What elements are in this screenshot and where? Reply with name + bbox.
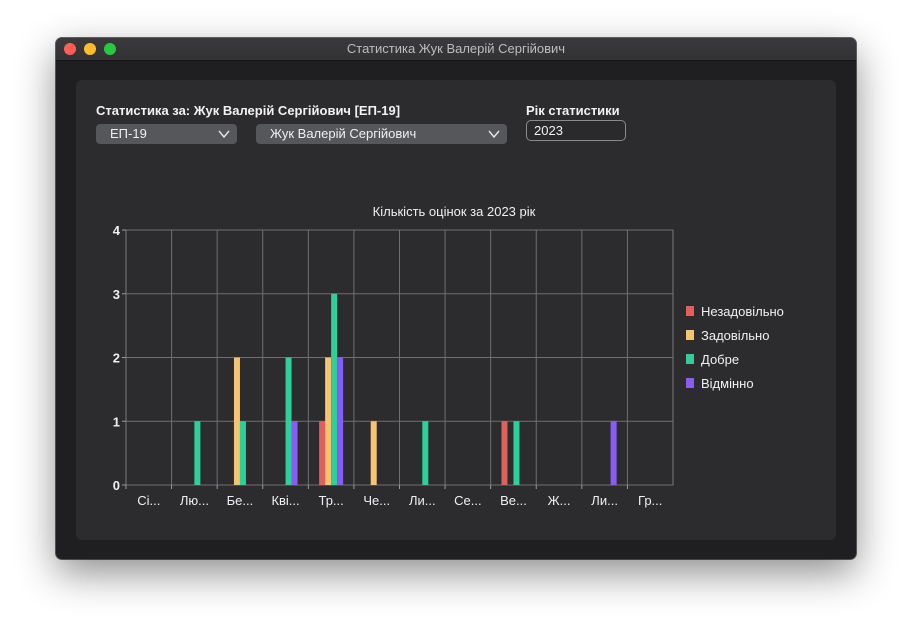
x-tick-label: Гр...	[638, 493, 662, 508]
bar	[291, 421, 298, 485]
stats-for-label: Статистика за: Жук Валерій Сергійович [Е…	[96, 103, 401, 118]
group-select[interactable]: ЕП-19	[96, 124, 237, 144]
bar	[285, 357, 292, 485]
chart-bars	[194, 293, 617, 485]
legend-swatch	[686, 378, 694, 388]
y-tick-label: 3	[113, 287, 120, 302]
bar	[501, 421, 508, 485]
y-tick-label: 1	[113, 414, 120, 429]
chevron-down-icon	[488, 130, 500, 139]
content-panel: Статистика за: Жук Валерій Сергійович [Е…	[76, 80, 836, 540]
chart-title: Кількість оцінок за 2023 рік	[373, 204, 536, 219]
x-tick-label: Сі...	[137, 493, 160, 508]
bar	[319, 421, 326, 485]
y-tick-label: 2	[113, 351, 120, 366]
x-tick-label: Ли...	[591, 493, 618, 508]
bar	[331, 293, 338, 485]
y-axis: 0 1 2 3 4	[113, 223, 126, 493]
x-tick-label: Ве...	[500, 493, 527, 508]
bar	[239, 421, 246, 485]
bar	[325, 357, 332, 485]
bar	[422, 421, 429, 485]
legend-label: Добре	[701, 352, 739, 367]
bar	[513, 421, 520, 485]
x-tick-label: Ли...	[409, 493, 436, 508]
chart-legend: Незадовільно Задовільно Добре Відмінно	[686, 304, 784, 391]
x-axis: Сі... Лю... Бе... Кві... Тр... Че... Ли... Се..…	[125, 485, 662, 508]
bar	[337, 357, 344, 485]
legend-label: Незадовільно	[701, 304, 784, 319]
student-select[interactable]: Жук Валерій Сергійович	[256, 124, 507, 144]
minimize-icon[interactable]	[84, 43, 96, 55]
x-tick-label: Кві...	[271, 493, 299, 508]
legend-label: Задовільно	[701, 328, 769, 343]
maximize-icon[interactable]	[104, 43, 116, 55]
title-bar: Статистика Жук Валерій Сергійович	[56, 38, 856, 61]
bar	[233, 357, 240, 485]
bar	[370, 421, 377, 485]
student-select-value: Жук Валерій Сергійович	[270, 126, 417, 141]
year-label: Рік статистики	[526, 103, 620, 118]
y-tick-label: 0	[113, 478, 120, 493]
bar	[610, 421, 617, 485]
x-tick-label: Се...	[454, 493, 481, 508]
window-title: Статистика Жук Валерій Сергійович	[346, 41, 566, 56]
legend-swatch	[686, 354, 694, 364]
app-window: Статистика Жук Валерій Сергійович Статис…	[56, 38, 856, 559]
bar	[194, 421, 201, 485]
year-input[interactable]: 2023	[526, 120, 626, 141]
legend-swatch	[686, 330, 694, 340]
x-tick-label: Тр...	[318, 493, 343, 508]
legend-label: Відмінно	[701, 376, 754, 391]
x-tick-label: Ж...	[548, 493, 571, 508]
x-tick-label: Лю...	[180, 493, 209, 508]
legend-swatch	[686, 306, 694, 316]
y-tick-label: 4	[113, 223, 121, 238]
x-tick-label: Че...	[363, 493, 390, 508]
chart-grid	[125, 229, 674, 486]
close-icon[interactable]	[64, 43, 76, 55]
grades-chart: Кількість оцінок за 2023 рік 0 1 2 3 4 Сі...…	[113, 204, 784, 508]
chevron-down-icon	[218, 130, 230, 139]
x-tick-label: Бе...	[227, 493, 254, 508]
group-select-value: ЕП-19	[110, 126, 147, 141]
